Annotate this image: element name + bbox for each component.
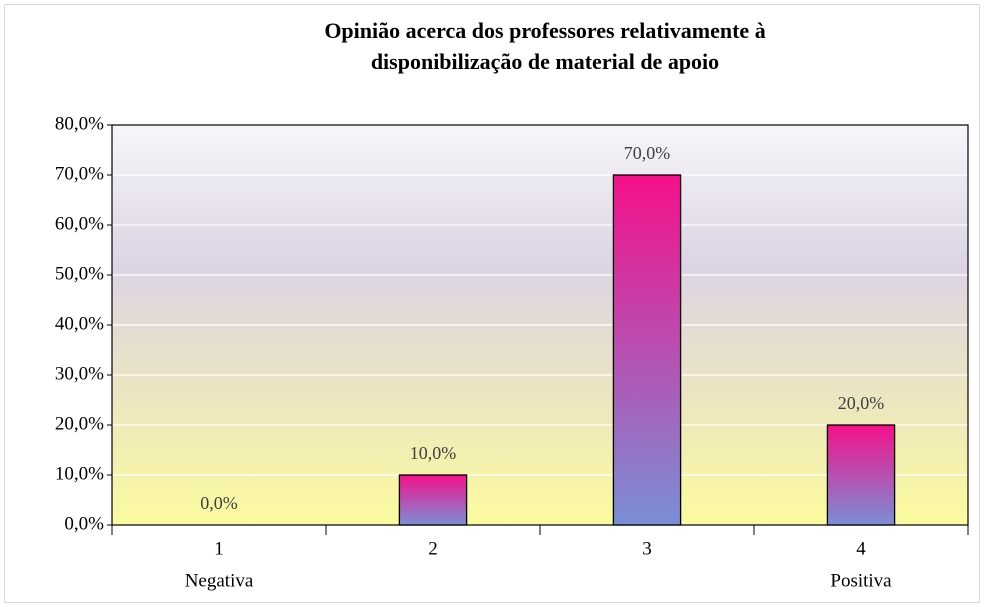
y-tick-label: 80,0%: [55, 113, 104, 134]
data-label: 10,0%: [410, 443, 457, 463]
data-label: 20,0%: [838, 393, 885, 413]
x-note: Negativa: [185, 570, 254, 591]
x-tick-label: 3: [642, 538, 652, 559]
y-tick-label: 0,0%: [64, 513, 104, 534]
data-label: 0,0%: [200, 493, 238, 513]
y-tick-label: 30,0%: [55, 363, 104, 384]
data-label: 70,0%: [624, 143, 671, 163]
y-tick-label: 60,0%: [55, 213, 104, 234]
y-tick-label: 20,0%: [55, 413, 104, 434]
x-tick-label: 4: [856, 538, 866, 559]
bar: [826, 424, 896, 526]
x-tick-label: 1: [214, 538, 224, 559]
y-tick-label: 40,0%: [55, 313, 104, 334]
bar: [612, 174, 682, 526]
x-tick-label: 2: [428, 538, 438, 559]
chart-title: Opinião acerca dos professores relativam…: [324, 18, 765, 43]
bar: [398, 474, 468, 526]
y-tick-label: 70,0%: [55, 163, 104, 184]
x-note: Positiva: [830, 570, 892, 591]
chart-title: disponibilização de material de apoio: [371, 49, 719, 74]
y-tick-label: 10,0%: [55, 463, 104, 484]
y-tick-label: 50,0%: [55, 263, 104, 284]
